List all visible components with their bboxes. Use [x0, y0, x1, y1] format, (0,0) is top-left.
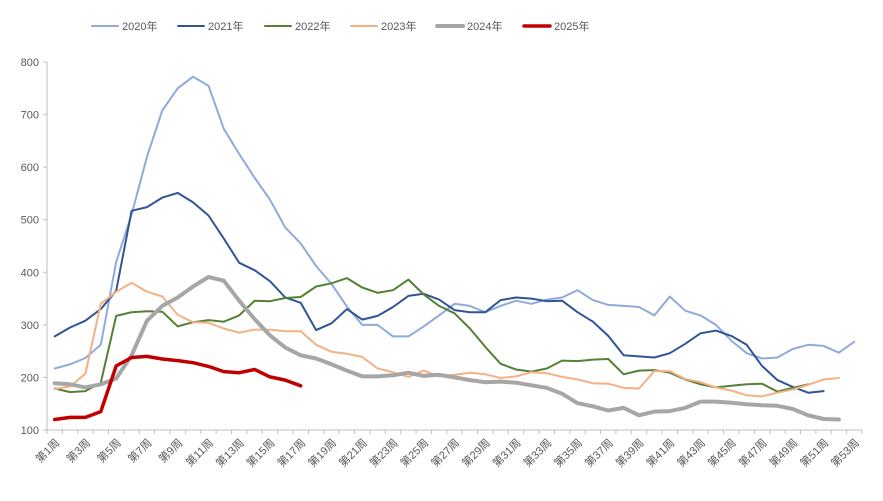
x-tick-label: 第25周: [397, 436, 431, 470]
y-tick-label: 300: [21, 320, 39, 332]
x-tick-label: 第53周: [828, 436, 862, 470]
x-tick-label: 第35周: [551, 436, 585, 470]
x-tick-label: 第29周: [459, 436, 493, 470]
y-tick-label: 800: [21, 57, 39, 69]
series-lines: [52, 75, 856, 422]
x-tick-label: 第9周: [155, 436, 185, 466]
series-line-2025年: [52, 354, 303, 422]
legend-label-2020年: 2020年: [122, 19, 157, 33]
x-tick-label: 第21周: [336, 436, 370, 470]
y-tick-label: 700: [21, 110, 39, 122]
legend: 2020年 2021年 2022年 2023年 2024年 2025年: [91, 19, 589, 33]
x-tick-label: 第41周: [643, 436, 677, 470]
series-line-2024年: [52, 275, 841, 422]
x-tick-label: 第27周: [428, 436, 462, 470]
x-tick-label: 第49周: [766, 436, 800, 470]
x-tick-label: 第23周: [366, 436, 400, 470]
series-line-2020年: [53, 75, 856, 370]
y-tick-label: 100: [21, 425, 39, 437]
series-line-2021年: [53, 191, 825, 394]
legend-label-2022年: 2022年: [295, 19, 330, 33]
x-tick-label: 第19周: [305, 436, 339, 470]
y-tick-label: 200: [21, 372, 39, 384]
x-tick-label: 第13周: [213, 436, 247, 470]
x-tick-label: 第3周: [63, 436, 93, 466]
x-tick-label: 第43周: [674, 436, 708, 470]
legend-label-2025年: 2025年: [554, 19, 589, 33]
x-tick-label: 第5周: [94, 436, 124, 466]
legend-label-2023年: 2023年: [381, 19, 416, 33]
x-tick-label: 第11周: [182, 436, 216, 470]
x-tick-label: 第37周: [582, 436, 616, 470]
y-tick-label: 600: [21, 162, 39, 174]
y-tick-label: 400: [21, 267, 39, 279]
x-tick-label: 第1周: [32, 436, 62, 466]
x-tick-label: 第47周: [735, 436, 769, 470]
x-tick-label: 第39周: [612, 436, 646, 470]
legend-label-2021年: 2021年: [208, 19, 243, 33]
x-tick-label: 第51周: [797, 436, 831, 470]
x-tick-label: 第33周: [520, 436, 554, 470]
y-tick-label: 500: [21, 215, 39, 227]
x-tick-label: 第17周: [274, 436, 308, 470]
legend-label-2024年: 2024年: [467, 19, 502, 33]
x-tick-label: 第31周: [489, 436, 523, 470]
x-tick-label: 第7周: [125, 436, 155, 466]
x-tick-label: 第45周: [705, 436, 739, 470]
x-tick-label: 第15周: [243, 436, 277, 470]
